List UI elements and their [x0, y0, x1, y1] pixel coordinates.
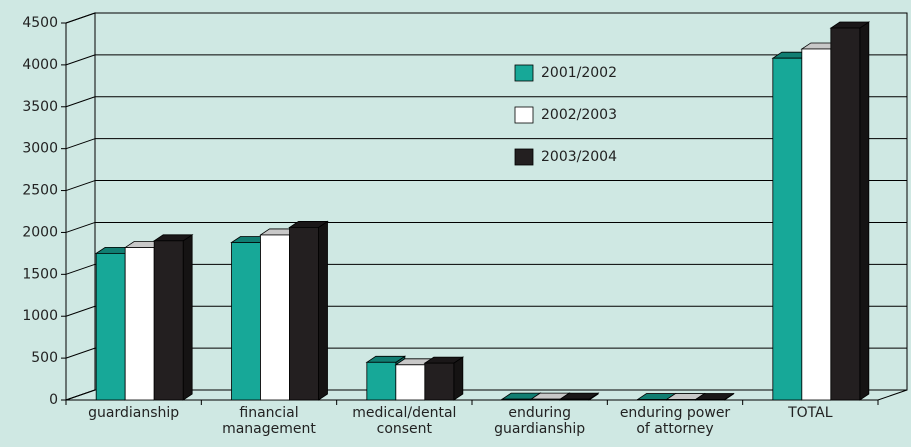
x-tick-label: financial management	[222, 405, 316, 437]
side-wall	[65, 12, 96, 401]
grid-line-side	[65, 263, 96, 275]
grid-line-side	[65, 12, 96, 24]
bar	[423, 356, 465, 401]
bar-front	[260, 234, 290, 401]
bar	[288, 220, 329, 401]
x-tick-label: medical/dental consent	[352, 405, 457, 437]
bar	[152, 234, 194, 401]
bar-front	[530, 398, 561, 401]
bar	[694, 392, 735, 401]
y-tick-label: 0	[49, 392, 58, 408]
x-tick-label: guardianship	[88, 405, 180, 421]
bar-side	[453, 356, 464, 401]
bar-side	[318, 220, 328, 401]
bar-side	[182, 234, 193, 401]
bar-side	[859, 21, 870, 401]
grid-line-side	[65, 389, 96, 401]
grid-line-side	[65, 180, 96, 192]
grid-line-side	[65, 305, 96, 317]
bar	[558, 392, 600, 401]
legend-label: 2003/2004	[541, 149, 617, 165]
bar-front	[801, 48, 832, 401]
x-tick-label: TOTAL	[788, 405, 833, 421]
bar-front	[366, 361, 397, 401]
legend-swatch	[514, 148, 534, 166]
bar-front	[395, 364, 426, 401]
y-tick-label: 1500	[22, 266, 58, 282]
bar-front	[289, 227, 319, 401]
legend-swatch	[514, 106, 534, 124]
grid-line-side	[65, 54, 96, 66]
y-tick-label: 500	[31, 350, 58, 366]
grid-line-side	[65, 221, 96, 233]
bar-front	[772, 57, 803, 401]
y-tick-label: 1000	[22, 308, 58, 324]
grid-line-side	[65, 347, 96, 359]
y-tick-label: 2500	[22, 183, 58, 199]
bar-front	[501, 398, 532, 401]
legend-label: 2002/2003	[541, 107, 617, 123]
y-tick-label: 3000	[22, 141, 58, 157]
y-tick-label: 3500	[22, 99, 58, 115]
bar-front	[559, 398, 590, 401]
y-tick-label: 4000	[22, 57, 58, 73]
bar-front	[95, 252, 126, 401]
bar	[829, 21, 871, 401]
bar-front	[153, 240, 184, 401]
bar-front	[830, 27, 861, 401]
bar-front	[231, 242, 261, 401]
legend-swatch	[514, 64, 534, 82]
x-tick-label: enduring power of attorney	[619, 405, 731, 437]
grid-line-side	[65, 96, 96, 108]
bar-front	[424, 362, 455, 401]
legend-label: 2001/2002	[541, 65, 617, 81]
y-tick-label: 2000	[22, 224, 58, 240]
y-tick-label: 4500	[22, 15, 58, 31]
grid-line-side	[65, 138, 96, 150]
bar-front	[124, 247, 155, 401]
x-tick-label: enduring guardianship	[494, 405, 586, 437]
